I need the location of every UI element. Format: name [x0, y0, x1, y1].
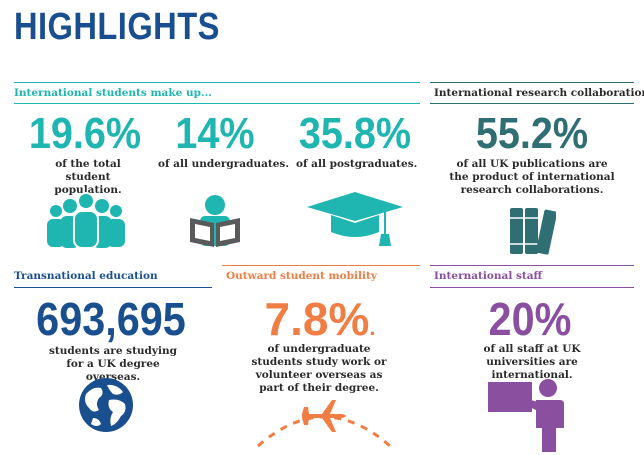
stat-desc-research: of all UK publications are the product o…: [449, 158, 615, 196]
books-icon: [508, 204, 556, 256]
section-rule-international-students: [14, 82, 420, 83]
globe-icon: [77, 376, 135, 434]
stat-value-mobility: 7.8%: [264, 293, 370, 345]
stat-desc-undergraduates: of all undergraduates.: [158, 158, 289, 170]
section-heading-international-students: International students make up...: [14, 87, 212, 99]
presenter-at-board-icon: [486, 378, 576, 452]
section-rule-international-students-bottom: [14, 103, 420, 104]
stat-value-mobility-suffix: .: [369, 315, 376, 340]
stat-value-total-students: 19.6%: [28, 109, 142, 158]
section-heading-research: International research collaborations: [434, 87, 644, 99]
section-rule-research-bottom: [430, 103, 634, 104]
section-rule-transnational: [14, 287, 212, 288]
group-of-people-icon: [45, 192, 127, 248]
stat-value-research: 55.2%: [475, 109, 589, 158]
section-rule-staff-bottom: [430, 287, 634, 288]
stat-value-undergraduates: 14%: [175, 109, 255, 158]
section-heading-mobility: Outward student mobility: [226, 270, 377, 282]
page-title: HIGHLIGHTS: [14, 6, 220, 48]
stat-desc-total-students: of the total student population.: [54, 158, 122, 196]
stat-desc-mobility: of undergraduate students study work or …: [251, 343, 387, 394]
stat-value-postgraduates: 35.8%: [298, 109, 412, 158]
stat-value-mobility-wrapper: 7.8%.: [240, 292, 400, 346]
stat-desc-postgraduates: of all postgraduates.: [296, 158, 418, 170]
airplane-icon: [254, 396, 394, 452]
stat-value-transnational: 693,695: [36, 293, 186, 345]
section-rule-mobility-top: [222, 265, 420, 266]
stat-desc-staff: of all staff at UK universities are inte…: [483, 343, 581, 381]
section-rule-staff-top: [430, 265, 634, 266]
section-heading-staff: International staff: [434, 270, 543, 282]
stat-value-staff: 20%: [488, 293, 572, 345]
person-reading-icon: [186, 194, 244, 248]
section-rule-research: [430, 82, 634, 83]
section-heading-transnational: Transnational education: [14, 270, 158, 282]
graduation-cap-icon: [305, 190, 405, 250]
